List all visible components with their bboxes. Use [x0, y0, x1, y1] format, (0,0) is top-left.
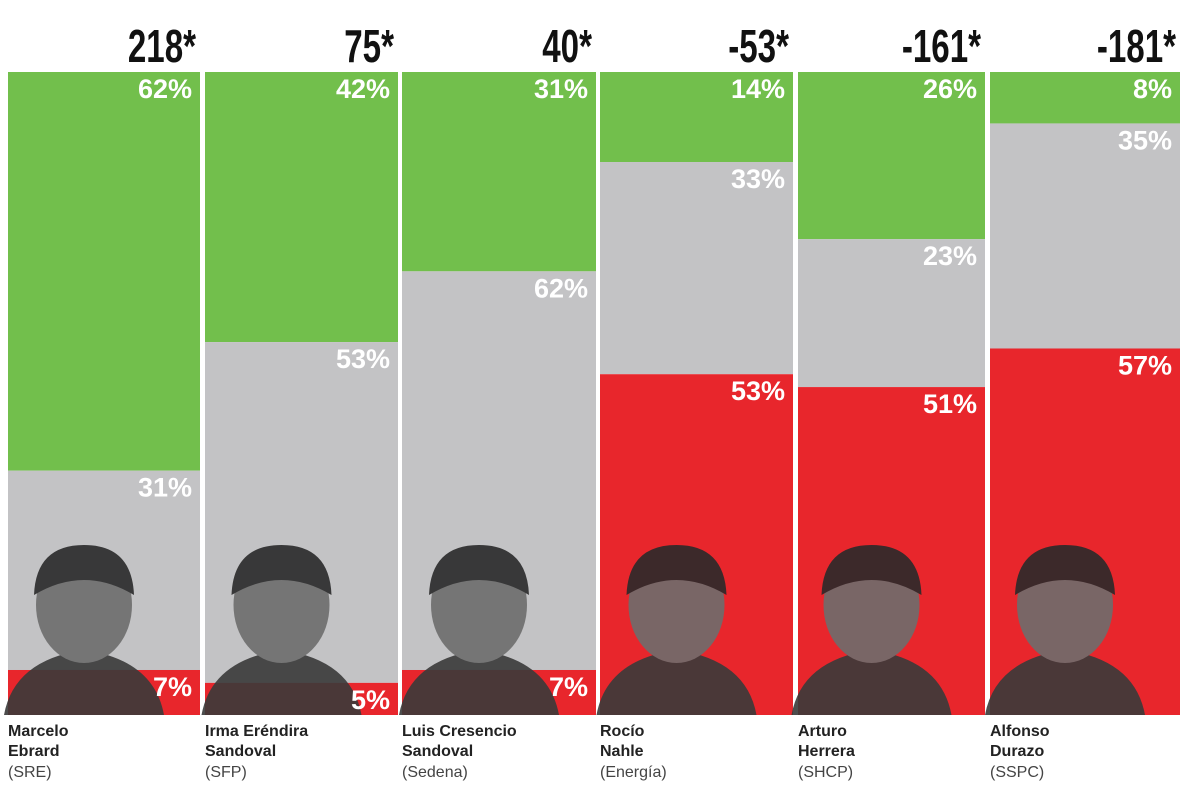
value-label: 23%: [923, 241, 977, 271]
agency: (SSPC): [990, 764, 1044, 782]
chart: 62% 31% 7% 218* 42% 53% 5% 75* 31% 62% 7% 40* 14% 33%…: [0, 0, 1183, 795]
bar-segment: [205, 72, 398, 342]
value-label: 31%: [138, 473, 192, 503]
candidate-name: Alfonso Durazo: [990, 722, 1050, 762]
score-label: 75*: [344, 22, 394, 72]
value-label: 53%: [731, 376, 785, 406]
candidate-name: Irma Eréndira Sandoval: [205, 722, 308, 762]
value-label: 26%: [923, 74, 977, 104]
bar-segment: [8, 72, 200, 471]
agency: (SRE): [8, 764, 52, 782]
agency: (SHCP): [798, 764, 853, 782]
candidate-name: Luis Cresencio Sandoval: [402, 722, 517, 762]
value-label: 57%: [1118, 350, 1172, 380]
value-label: 5%: [351, 685, 390, 715]
value-label: 7%: [153, 672, 192, 702]
score-label: -161*: [902, 22, 982, 72]
candidate-name: Rocío Nahle: [600, 722, 644, 762]
value-label: 62%: [534, 273, 588, 303]
agency: (Energía): [600, 764, 667, 782]
page: 62% 31% 7% 218* 42% 53% 5% 75* 31% 62% 7% 40* 14% 33%…: [0, 0, 1183, 795]
bar-segment: [990, 123, 1180, 348]
score-label: 218*: [128, 22, 196, 72]
value-label: 33%: [731, 164, 785, 194]
value-label: 42%: [336, 74, 390, 104]
value-label: 14%: [731, 74, 785, 104]
agency: (SFP): [205, 764, 247, 782]
score-label: -181*: [1097, 22, 1177, 72]
value-label: 62%: [138, 74, 192, 104]
agency: (Sedena): [402, 764, 468, 782]
candidate-name: Marcelo Ebrard: [8, 722, 68, 762]
value-label: 31%: [534, 74, 588, 104]
score-label: -53*: [728, 22, 789, 72]
value-label: 51%: [923, 389, 977, 419]
value-label: 53%: [336, 344, 390, 374]
value-label: 35%: [1118, 125, 1172, 155]
value-label: 7%: [549, 672, 588, 702]
candidate-name: Arturo Herrera: [798, 722, 855, 762]
value-label: 8%: [1133, 74, 1172, 104]
score-label: 40*: [542, 22, 592, 72]
